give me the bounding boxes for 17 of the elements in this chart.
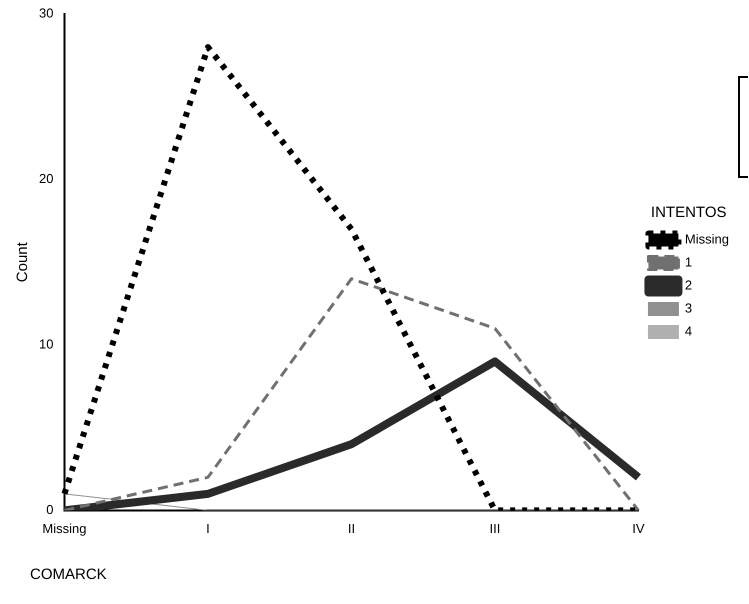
- y-axis-title: Count: [14, 241, 32, 282]
- legend-label: 1: [684, 254, 692, 270]
- y-tick-label: 0: [46, 502, 54, 517]
- y-tick-label: 20: [38, 171, 54, 186]
- x-axis-title: COMARCK: [30, 566, 107, 583]
- x-tick-label: I: [206, 520, 210, 536]
- legend-label: Missing: [684, 232, 730, 247]
- legend-label: 3: [684, 300, 692, 316]
- x-tick-label: II: [348, 520, 356, 536]
- x-tick-label: IV: [632, 520, 645, 536]
- legend-label: 2: [684, 278, 692, 293]
- legend-label: 4: [684, 324, 692, 339]
- x-tick-label: III: [490, 520, 500, 536]
- legend-title: INTENTOS: [650, 204, 727, 222]
- y-tick-label: 30: [38, 6, 54, 21]
- x-tick-label: Missing: [42, 520, 86, 536]
- y-tick-label: 10: [38, 336, 54, 352]
